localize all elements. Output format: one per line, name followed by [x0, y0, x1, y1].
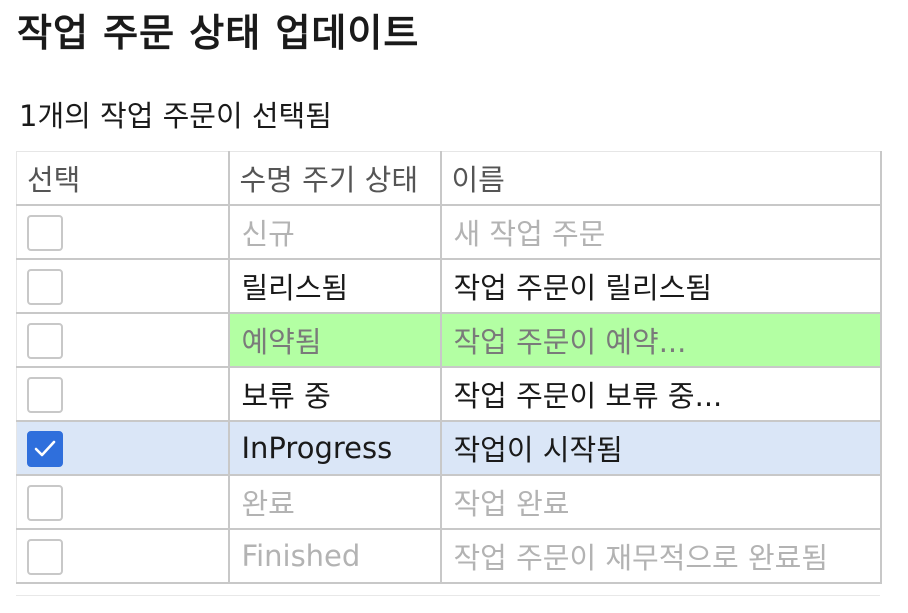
name-cell: 작업이 시작됨: [439, 420, 882, 476]
table-header-row: 선택 수명 주기 상태 이름: [16, 151, 882, 206]
row-checkbox[interactable]: [27, 484, 63, 521]
page-title: 작업 주문 상태 업데이트: [17, 11, 420, 55]
row-checkbox[interactable]: [27, 376, 63, 413]
row-checkbox[interactable]: [27, 214, 63, 251]
table-row[interactable]: Finished 작업 주문이 재무적으로 완료됨: [16, 528, 882, 584]
lifecycle-status-cell: 예약됨: [227, 312, 442, 368]
lifecycle-status-cell: 완료: [227, 474, 442, 530]
checkmark-icon: [34, 440, 56, 456]
lifecycle-status-cell: 보류 중: [227, 366, 442, 422]
lifecycle-status-cell: 신규: [227, 204, 442, 260]
table-row[interactable]: 완료 작업 완료: [16, 474, 882, 530]
select-cell: [16, 258, 230, 314]
column-header-name[interactable]: 이름: [439, 151, 882, 206]
select-cell: [16, 312, 230, 368]
selection-count: 1개의 작업 주문이 선택됨: [19, 99, 332, 133]
select-cell: [16, 474, 230, 530]
table-row[interactable]: 보류 중 작업 주문이 보류 중...: [16, 366, 882, 422]
name-cell: 작업 완료: [439, 474, 882, 530]
name-cell: 작업 주문이 보류 중...: [439, 366, 882, 422]
table-bottom-divider: [16, 595, 880, 596]
name-cell: 작업 주문이 재무적으로 완료됨: [439, 528, 882, 584]
name-cell: 작업 주문이 릴리스됨: [439, 258, 882, 314]
select-cell: [16, 366, 230, 422]
select-cell: [16, 528, 230, 584]
column-header-lifecycle-status[interactable]: 수명 주기 상태: [227, 151, 442, 206]
table-row[interactable]: 예약됨 작업 주문이 예약...: [16, 312, 882, 368]
work-order-table: 선택 수명 주기 상태 이름 신규 새 작업 주문 릴리스됨 작업 주문이 릴리스됨 예…: [16, 151, 882, 584]
table-row[interactable]: InProgress 작업이 시작됨: [16, 420, 882, 476]
select-cell: [16, 204, 230, 260]
lifecycle-status-cell: 릴리스됨: [227, 258, 442, 314]
lifecycle-status-cell: Finished: [227, 528, 442, 584]
row-checkbox[interactable]: [27, 430, 63, 467]
row-checkbox[interactable]: [27, 268, 63, 305]
row-checkbox[interactable]: [27, 322, 63, 359]
select-cell: [16, 420, 230, 476]
table-row[interactable]: 신규 새 작업 주문: [16, 204, 882, 260]
table-row[interactable]: 릴리스됨 작업 주문이 릴리스됨: [16, 258, 882, 314]
row-checkbox[interactable]: [27, 538, 63, 575]
lifecycle-status-cell: InProgress: [227, 420, 442, 476]
column-header-select[interactable]: 선택: [16, 151, 230, 206]
name-cell: 새 작업 주문: [439, 204, 882, 260]
name-cell: 작업 주문이 예약...: [439, 312, 882, 368]
